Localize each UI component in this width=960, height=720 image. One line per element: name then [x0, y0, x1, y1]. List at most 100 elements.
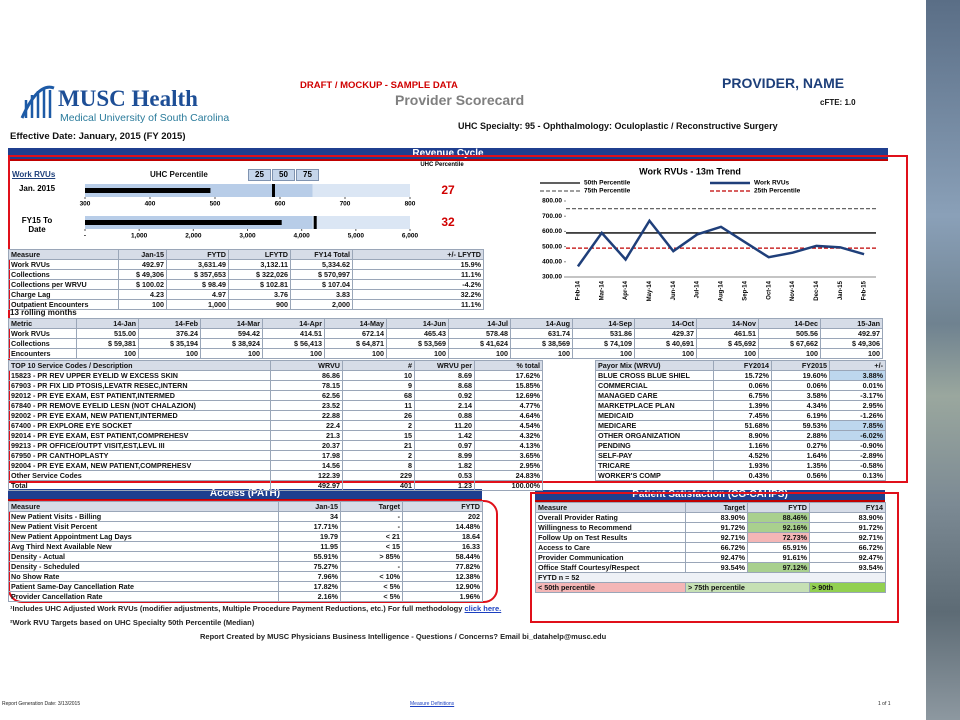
header-cell: Metric: [8, 318, 77, 329]
table-cell: 92.47%: [685, 552, 748, 563]
table-cell: -4.2%: [352, 279, 484, 290]
table-cell: 492.97: [118, 259, 167, 270]
table-row: Collections $ 49,306 $ 357,653 $ 322,026 $ 5…: [8, 269, 484, 280]
header-cell: Payor Mix (WRVU): [595, 360, 714, 371]
table-row: Outpatient Encounters 100 1,000 900 2,000 11.…: [8, 299, 484, 310]
table-cell: 465.43: [386, 328, 449, 339]
x-tick-label: Apr-14: [623, 280, 629, 300]
table-cell: 22.4: [270, 420, 343, 431]
table-cell: $ 64,871: [324, 338, 387, 349]
header-row: Metric 14-Jan 14-Feb 14-Mar 14-Apr 14-May 14-J…: [8, 318, 883, 329]
percentile-marker: [272, 184, 275, 197]
table-cell: BLUE CROSS BLUE SHIEL: [595, 370, 714, 381]
table-cell: 21: [342, 440, 415, 451]
table-cell: 66.72%: [809, 542, 886, 553]
table-cell: 51.68%: [713, 420, 772, 431]
note-row: FYTD n = 52: [535, 572, 886, 583]
table-cell: $ 35,194: [138, 338, 201, 349]
logo-icon: [20, 85, 55, 119]
x-tick-label: 400: [145, 201, 156, 208]
y-tick-label: 500.00: [542, 243, 562, 250]
table-row: 92004 - PR EYE EXAM, NEW PATIENT,COMPREH…: [8, 460, 543, 471]
table-cell: 22.88: [270, 410, 343, 421]
table-cell: 6.19%: [771, 410, 830, 421]
table-cell: 531.86: [572, 328, 635, 339]
table-cell: 1.64%: [771, 450, 830, 461]
table-row: MEDICARE 51.68% 59.53% 7.85%: [595, 420, 886, 431]
table-cell: 1.96%: [402, 591, 483, 602]
table-cell: 1,000: [166, 299, 229, 310]
table-cell: 2: [342, 420, 415, 431]
header-cell: 14-Jan: [76, 318, 139, 329]
table-cell: $ 53,569: [386, 338, 449, 349]
table-row: 67840 - PR REMOVE EYELID LESN (NOT CHALA…: [8, 400, 543, 411]
table-cell: 10: [342, 370, 415, 381]
header-cell: Measure: [8, 249, 119, 260]
header-cell: +/-: [829, 360, 886, 371]
table-cell: 67903 - PR FIX LID PTOSIS,LEVATR RESEC,I…: [8, 380, 271, 391]
table-cell: 8.90%: [713, 430, 772, 441]
table-cell: 92.71%: [809, 532, 886, 543]
effective-date: Effective Date: January, 2015 (FY 2015): [10, 131, 186, 142]
header-cell: WRVU per: [414, 360, 475, 371]
x-tick-label: 2,000: [185, 233, 202, 240]
table-cell: 8.69: [414, 370, 475, 381]
table-cell: -: [340, 521, 403, 532]
table-cell: 17.71%: [278, 521, 341, 532]
x-tick-label: Jul-14: [695, 280, 701, 298]
table-cell: 34: [278, 511, 341, 522]
value-bar: [85, 220, 282, 225]
table-cell: 4.97: [166, 289, 229, 300]
header-cell: 14-Sep: [572, 318, 635, 329]
table-cell: 67950 - PR CANTHOPLASTY: [8, 450, 271, 461]
table-row: New Patient Appointment Lag Days 19.79 < 2…: [8, 531, 483, 542]
table-cell: 578.48: [448, 328, 511, 339]
table-cell: 92004 - PR EYE EXAM, NEW PATIENT,COMPREH…: [8, 460, 271, 471]
header-cell: 14-Jun: [386, 318, 449, 329]
table-cell: 4.34%: [771, 400, 830, 411]
table-cell: COMMERCIAL: [595, 380, 714, 391]
table-cell: 24.83%: [474, 470, 543, 481]
table-row: Total 492.97 401 1.23 100.00%: [8, 480, 543, 491]
table-cell: 18.64: [402, 531, 483, 542]
table-row: Patient Same-Day Cancellation Rate 17.82%…: [8, 581, 483, 592]
table-cell: 2.14: [414, 400, 475, 411]
table-cell: 91.72%: [809, 522, 886, 533]
table-cell: 900: [228, 299, 291, 310]
table-cell: 8.68: [414, 380, 475, 391]
table-cell: 88.46%: [747, 512, 810, 523]
highlight-box: [530, 492, 899, 623]
table-row: Collections per WRVU $ 100.02 $ 98.49 $ 102…: [8, 279, 484, 290]
table-cell: 461.51: [696, 328, 759, 339]
table-cell: $ 67,662: [758, 338, 821, 349]
table-cell: $ 49,306: [118, 269, 167, 280]
table-cell: 100: [696, 348, 759, 359]
data-table: TOP 10 Service Codes / Description WRVU # W…: [8, 360, 543, 491]
table-cell: 2.88%: [771, 430, 830, 441]
table-cell: 7.96%: [278, 571, 341, 582]
table-row: New Patient Visit Percent 17.71% -14.48%: [8, 521, 483, 532]
table-cell: 376.24: [138, 328, 201, 339]
footnote: ¹Includes UHC Adjusted Work RVUs (modifi…: [10, 604, 501, 613]
table-cell: 12.38%: [402, 571, 483, 582]
table-cell: 59.53%: [771, 420, 830, 431]
table-cell: $ 357,653: [166, 269, 229, 280]
table-cell: 15.85%: [474, 380, 543, 391]
data-table: Measure Jan-15 FYTD LFYTD FY14 Total +/- LFYT…: [8, 249, 484, 310]
header-cell: WRVU: [270, 360, 343, 371]
report-title: Provider Scorecard: [395, 92, 525, 108]
table-cell: -0.58%: [829, 460, 886, 471]
table-row: No Show Rate 7.96% < 10% 12.38%: [8, 571, 483, 582]
x-tick-label: 700: [340, 201, 351, 208]
definitions-link[interactable]: Measure Definitions: [410, 701, 455, 707]
photo-strip: [926, 0, 960, 720]
table-cell: $ 40,691: [634, 338, 697, 349]
table-cell: 68: [342, 390, 415, 401]
table-cell: 72.73%: [747, 532, 810, 543]
generation-date: Report Generation Date: 3/13/2015: [2, 701, 81, 707]
methodology-link[interactable]: click here.: [464, 604, 502, 613]
header-cell: 14-Apr: [262, 318, 325, 329]
table-cell: 100: [758, 348, 821, 359]
table-cell: < 21: [340, 531, 403, 542]
x-tick-label: May-14: [647, 280, 653, 301]
